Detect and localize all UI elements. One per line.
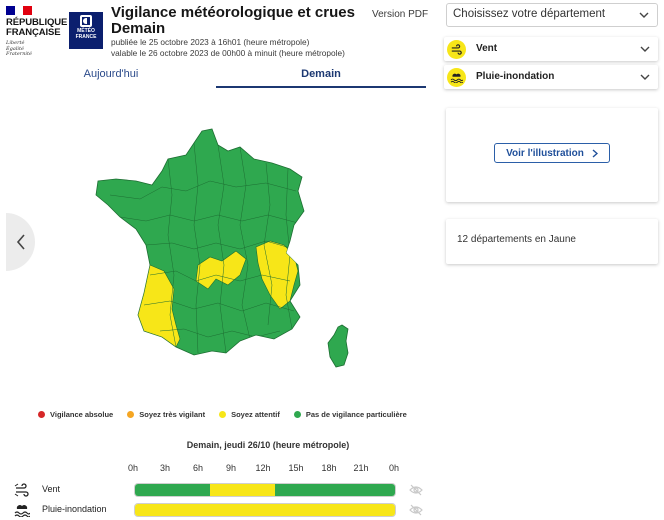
zone-south-west-yellow[interactable] [137,264,181,348]
legend-label: Vigilance absolue [50,410,114,419]
orange-dot-icon [127,411,135,418]
version-pdf-link[interactable]: Version PDF [372,9,429,20]
motto-liberte: Liberté [6,40,25,46]
page-title-line1: Vigilance météorologique et crues [111,4,355,21]
tab-aujourdhui[interactable]: Aujourd'hui [83,68,139,80]
row-label: Pluie-inondation [42,504,107,514]
row-label: Vent [42,484,61,494]
timeline-hours: 0h 3h 6h 9h 12h 15h 18h 21h 0h [124,463,406,475]
department-select-placeholder: Choisissez votre département [453,8,606,20]
validity-date: valable le 26 octobre 2023 de 00h00 à mi… [111,48,345,58]
timeline-row-vent: Vent [12,482,652,498]
rf-name-line2: FRANÇAISE [6,27,61,38]
publication-info: publiée le 25 octobre 2023 à 16h01 (heur… [111,37,345,59]
wind-icon [14,483,29,497]
view-illustration-label: Voir l'illustration [506,147,584,159]
tab-demain[interactable]: Demain [216,62,426,88]
yellow-dot-icon [219,411,227,418]
hour-tick: 9h [225,463,237,473]
timeline-segment [275,484,395,496]
chevron-down-icon [639,12,649,18]
chevron-down-icon [640,46,650,52]
vigilance-map[interactable] [90,125,360,375]
motto-egalite: Égalité [6,45,24,52]
mf-line2: FRANCE [75,33,97,40]
legend-item-pas-de-vigilance: Pas de vigilance particulière [293,410,407,419]
timeline-segment [135,504,395,516]
rf-name-line1: RÉPUBLIQUE [6,17,68,28]
timeline-segment [135,484,211,496]
timeline-bar-vent [134,483,396,497]
timeline-title: Demain, jeudi 26/10 (heure métropole) [186,440,350,450]
hour-tick: 3h [159,463,171,473]
published-date: publiée le 25 octobre 2023 à 16h01 (heur… [111,37,310,47]
republique-francaise-logo: RÉPUBLIQUE FRANÇAISE Liberté Égalité Fra… [6,6,68,62]
accordion-label: Pluie-inondation [476,71,555,82]
rain-flood-icon-badge [447,68,466,87]
mf-line1: MÉTÉO [77,28,95,34]
department-select[interactable]: Choisissez votre département [446,3,658,27]
vigilance-legend: Vigilance absolue Soyez très vigilant So… [38,410,407,419]
legend-item-attentif: Soyez attentif [219,410,280,419]
timeline-bar-pluie [134,503,396,517]
chevron-down-icon [640,74,650,80]
accordion-label: Vent [476,43,498,54]
hour-tick: 0h [388,463,400,473]
meteo-france-mark-icon [80,15,92,27]
meteo-france-logo: MÉTÉO FRANCE [69,12,103,49]
hour-tick: 21h [353,463,369,473]
day-tabs: Aujourd'hui Demain [6,62,426,88]
wind-icon-badge [447,40,466,59]
hour-tick: 12h [255,463,271,473]
hour-tick: 0h [127,463,139,473]
hour-tick: 6h [192,463,204,473]
rf-motto: Liberté Égalité Fraternité [6,40,60,58]
wind-icon [451,44,462,55]
mf-logo-text: MÉTÉO FRANCE [75,28,97,40]
legend-label: Pas de vigilance particulière [305,410,407,419]
eye-off-icon[interactable] [408,502,424,518]
legend-label: Soyez très vigilant [139,410,206,419]
french-flag-icon [6,6,33,15]
previous-slide-button[interactable] [6,213,35,271]
hour-tick: 15h [288,463,304,473]
motto-fraternite: Fraternité [6,51,32,57]
eye-off-icon[interactable] [408,482,424,498]
chevron-left-icon [16,234,25,250]
accordion-vent[interactable]: Vent [444,37,658,61]
legend-item-absolue: Vigilance absolue [38,410,113,419]
hour-tick: 18h [321,463,337,473]
department-summary-text: 12 départements en Jaune [457,234,576,245]
green-dot-icon [293,411,301,418]
red-dot-icon [38,411,45,418]
view-illustration-button[interactable]: Voir l'illustration [494,143,610,163]
chevron-right-icon [592,148,598,158]
timeline-row-pluie: Pluie-inondation [12,502,652,518]
summary-card: 12 départements en Jaune [446,219,658,264]
corsica-zone[interactable] [327,324,349,368]
page-title: Vigilance météorologique et crues Demain [111,5,361,37]
illustration-card: Voir l'illustration [446,108,658,202]
accordion-pluie-inondation[interactable]: Pluie-inondation [444,65,658,89]
rain-flood-icon [14,505,30,517]
legend-label: Soyez attentif [231,410,280,419]
page-title-line2: Demain [111,20,166,37]
rain-flood-icon [450,73,463,83]
timeline-segment [210,484,276,496]
legend-item-tres-vigilant: Soyez très vigilant [127,410,205,419]
